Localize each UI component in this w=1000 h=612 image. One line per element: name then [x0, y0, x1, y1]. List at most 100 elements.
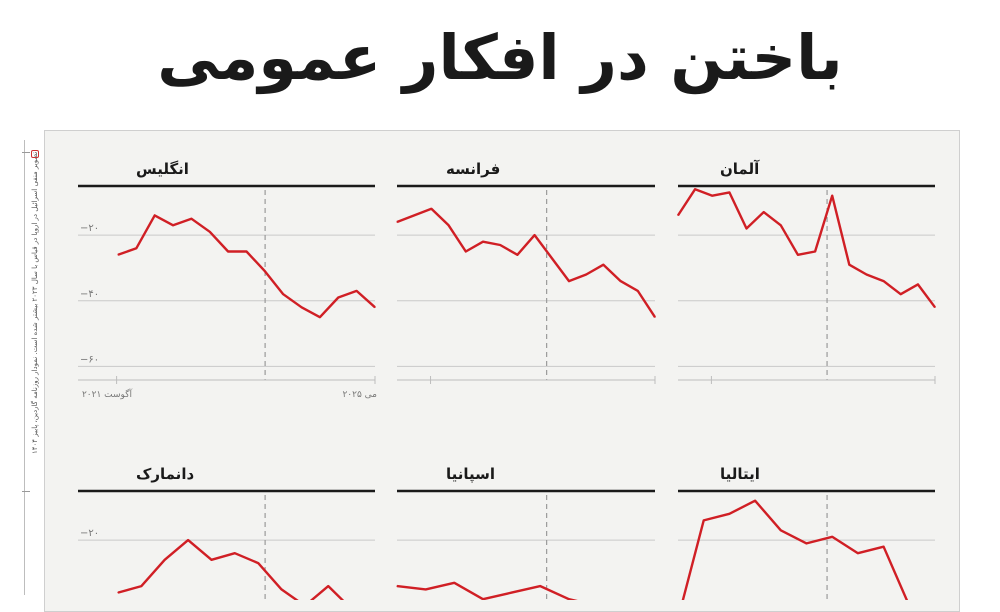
- data-point: [602, 264, 605, 266]
- data-point: [883, 546, 885, 548]
- data-point: [140, 585, 142, 587]
- chart-title: انگلیس: [136, 160, 189, 178]
- data-point: [234, 552, 236, 554]
- data-point: [516, 254, 519, 256]
- chart-title: دانمارک: [136, 465, 194, 483]
- data-point: [814, 250, 816, 253]
- data-point: [154, 214, 156, 217]
- data-point: [172, 224, 174, 226]
- data-point: [482, 241, 484, 243]
- side-rule: [24, 140, 25, 595]
- camera-icon: [31, 150, 39, 158]
- data-point: [257, 562, 259, 564]
- chart-5: اسپانیا: [396, 465, 655, 600]
- data-point: [190, 218, 193, 220]
- data-point: [209, 231, 211, 233]
- chart-1: انگلیس −۲۰ −۴۰ −۶۰ آگوست ۲۰۲۱ می ۲۰۲۵: [78, 160, 377, 400]
- data-point: [917, 283, 919, 285]
- data-point: [413, 214, 415, 217]
- data-point: [568, 280, 570, 282]
- data-point: [551, 257, 553, 259]
- data-point: [245, 250, 248, 253]
- data-point: [865, 273, 868, 276]
- chart-2: فرانسه: [396, 160, 657, 384]
- data-point: [900, 293, 902, 295]
- data-point: [534, 234, 536, 236]
- data-point: [831, 536, 833, 538]
- data-point: [831, 195, 833, 197]
- data-point: [327, 585, 329, 587]
- data-point: [300, 306, 303, 308]
- data-point: [728, 513, 731, 515]
- data-point: [694, 188, 696, 190]
- data-point: [934, 306, 936, 308]
- data-point: [430, 208, 432, 210]
- data-point: [356, 290, 358, 292]
- data-point: [453, 582, 455, 584]
- data-point: [780, 529, 782, 531]
- side-tick-bottom: [22, 491, 30, 492]
- data-point: [654, 316, 656, 318]
- data-point: [319, 316, 321, 318]
- data-point: [396, 221, 398, 223]
- data-point: [337, 296, 339, 299]
- data-point: [677, 214, 679, 217]
- x-label-start: آگوست ۲۰۲۱: [82, 388, 133, 400]
- data-point: [499, 244, 501, 246]
- data-point: [585, 273, 587, 276]
- data-point: [227, 250, 229, 253]
- data-point: [117, 592, 119, 594]
- data-point: [210, 559, 213, 561]
- data-point: [465, 250, 467, 253]
- chart-title: فرانسه: [446, 160, 500, 178]
- data-point: [135, 247, 137, 249]
- data-point: [187, 539, 189, 541]
- data-point: [780, 224, 782, 226]
- data-point: [164, 559, 166, 561]
- data-point: [620, 280, 622, 282]
- series-line: [396, 581, 578, 600]
- data-point: [857, 552, 859, 554]
- data-point: [511, 592, 513, 594]
- chart-6: ایتالیا: [678, 465, 935, 600]
- y-tick-label: −۶۰: [80, 354, 99, 365]
- data-point: [883, 280, 885, 282]
- data-point: [848, 264, 850, 266]
- side-tick-top: [22, 152, 30, 153]
- data-point: [745, 227, 748, 230]
- data-point: [117, 254, 119, 256]
- y-tick-label: −۲۰: [80, 223, 99, 234]
- data-point: [637, 290, 639, 292]
- data-point: [711, 195, 713, 197]
- series-line: [396, 207, 657, 318]
- data-point: [797, 254, 799, 256]
- data-point: [703, 519, 705, 522]
- data-point: [754, 500, 756, 502]
- series-line: [681, 499, 909, 600]
- data-point: [763, 211, 765, 213]
- data-point: [425, 588, 427, 590]
- y-tick-label: −۴۰: [80, 289, 99, 300]
- data-point: [264, 270, 266, 272]
- series-line: [117, 214, 376, 319]
- headline: باختن در افکار عمومی: [157, 21, 843, 94]
- data-point: [282, 293, 284, 295]
- chart-title: آلمان: [720, 160, 760, 178]
- data-point: [728, 191, 731, 194]
- data-point: [396, 585, 398, 587]
- chart-title: ایتالیا: [720, 465, 760, 483]
- data-point: [448, 224, 450, 226]
- series-line: [117, 538, 345, 600]
- chart-4: دانمارک −۲۰: [78, 465, 375, 600]
- series-line: [676, 187, 936, 309]
- chart-title: اسپانیا: [446, 465, 495, 484]
- chart-3: آلمان: [676, 160, 936, 384]
- data-point: [805, 542, 808, 544]
- chart-panel: [44, 130, 960, 612]
- data-point: [374, 306, 376, 308]
- y-tick-label: −۲۰: [80, 528, 99, 539]
- data-point: [539, 585, 541, 587]
- data-point: [280, 588, 283, 590]
- x-label-end: می ۲۰۲۵: [342, 390, 377, 400]
